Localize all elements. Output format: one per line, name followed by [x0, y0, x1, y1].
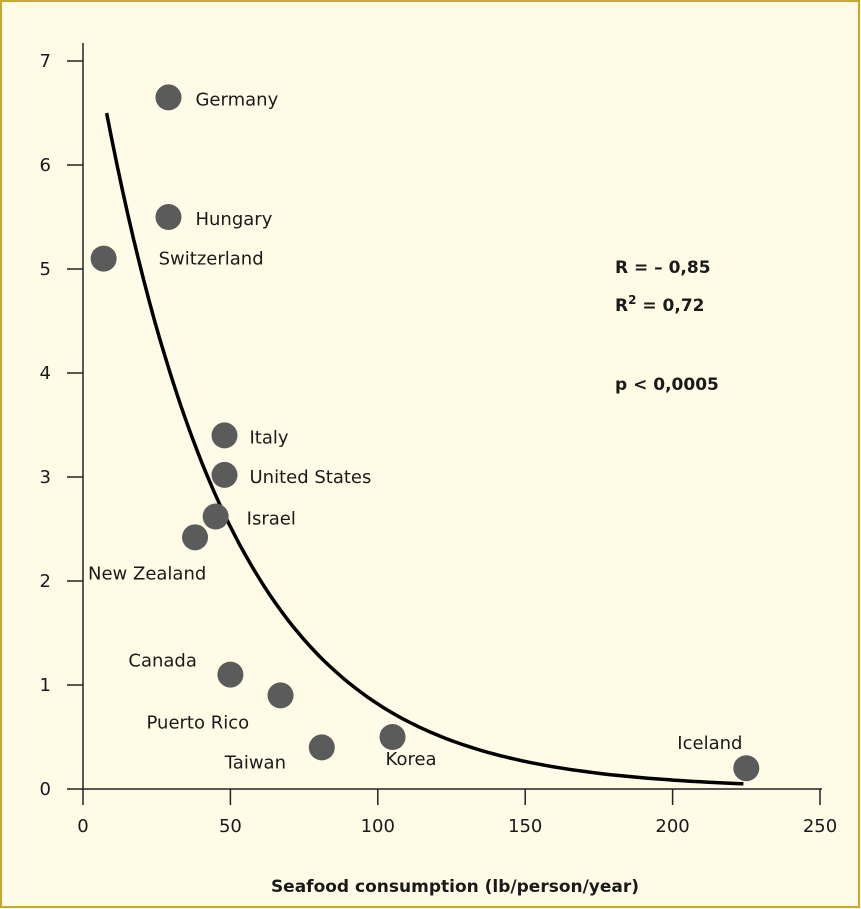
point-israel — [202, 503, 229, 530]
r-value: R = – 0,85 — [615, 258, 711, 278]
point-united-states — [211, 461, 238, 488]
point-italy — [211, 422, 238, 449]
y-tick-label: 1 — [40, 675, 51, 696]
y-tick-label: 2 — [40, 571, 51, 592]
x-tick-label: 200 — [655, 816, 689, 837]
y-tick-label: 6 — [40, 155, 51, 176]
trend-curve-layer — [104, 112, 744, 786]
y-tick-label: 0 — [40, 779, 51, 800]
point-label: Italy — [250, 427, 289, 448]
x-tick-label: 100 — [361, 816, 395, 837]
point-korea — [379, 724, 406, 750]
p-value: p < 0,0005 — [615, 375, 719, 395]
point-germany — [155, 84, 182, 111]
point-iceland — [733, 755, 760, 782]
point-taiwan — [308, 734, 335, 761]
y-tick-label: 3 — [40, 467, 51, 488]
y-tick-label: 4 — [40, 363, 51, 384]
x-tick-label: 150 — [508, 816, 542, 837]
stats-annotation: R = – 0,85 R2 = 0,72 p < 0,0005 — [615, 258, 719, 395]
point-label: Hungary — [195, 209, 272, 230]
point-label: Switzerland — [159, 249, 264, 270]
point-label: Germany — [195, 89, 278, 110]
point-label: Puerto Rico — [147, 712, 250, 733]
axes: 0 1 2 3 4 5 6 7 0 50 100 150 200 250 — [40, 43, 837, 837]
point-label: Canada — [128, 651, 197, 672]
point-switzerland — [90, 245, 117, 272]
point-labels-layer: Germany Hungary Switzerland Italy United Sta… — [88, 89, 742, 773]
x-tick-label: 250 — [803, 816, 837, 837]
points-layer — [90, 84, 760, 782]
point-label: Korea — [386, 749, 437, 770]
point-new-zealand — [182, 524, 209, 551]
point-label: Israel — [247, 509, 296, 530]
x-tick-label: 0 — [77, 816, 88, 837]
point-label: Iceland — [677, 733, 742, 754]
x-axis-label: Seafood consumption (lb/person/year) — [271, 877, 639, 897]
point-label: New Zealand — [88, 563, 206, 584]
point-puerto-rico — [267, 682, 294, 709]
y-tick-label: 5 — [40, 259, 51, 280]
r-squared-value: R2 = 0,72 — [615, 293, 704, 316]
point-label: Taiwan — [224, 752, 286, 773]
point-canada — [217, 661, 244, 688]
point-label: United States — [250, 467, 372, 488]
x-tick-label: 50 — [219, 816, 242, 837]
trend-curve — [104, 112, 744, 786]
y-tick-label: 7 — [40, 51, 51, 72]
point-hungary — [155, 204, 182, 230]
